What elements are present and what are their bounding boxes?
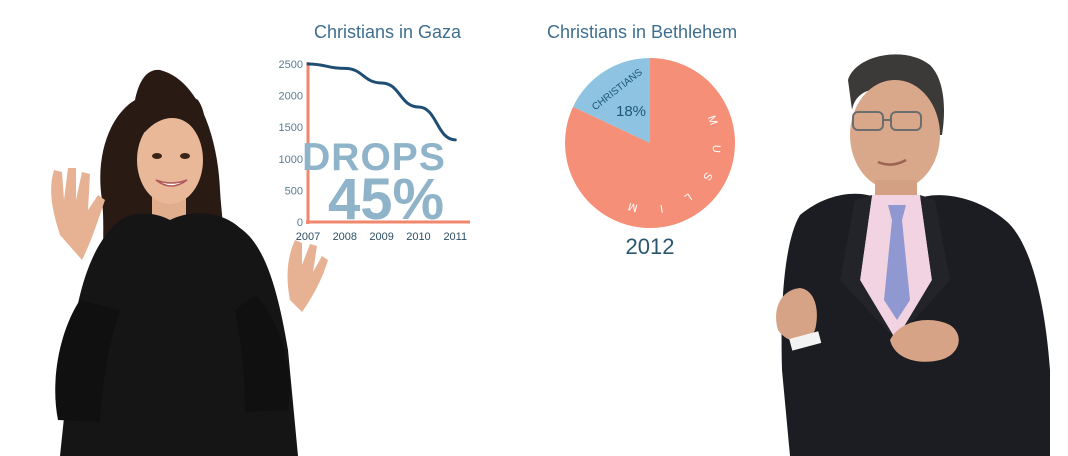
x-tick-label-2007: 2007 (296, 231, 320, 243)
man-presenter-figure (776, 54, 1050, 456)
christians-value-label: 18% (616, 103, 646, 120)
muslim-label-letter: L (682, 190, 694, 203)
pie-slice-christians (573, 58, 650, 143)
bethlehem-chart-title: Christians in Bethlehem (547, 22, 738, 42)
series-line (306, 62, 457, 142)
pie-caption-year: 2012 (625, 234, 675, 259)
y-tick-label-2500: 2500 (279, 59, 303, 71)
y-tick-label-2000: 2000 (279, 91, 303, 103)
y-tick-label-0: 0 (297, 217, 303, 229)
x-tick-label-2009: 2009 (369, 231, 393, 243)
y-tick-label-1500: 1500 (279, 122, 303, 134)
gaza-line-chart: 0 500 1000 1500 2000 2500 2007 2008 2009 2010 2011… (279, 59, 470, 243)
muslim-label-letter: I (659, 202, 664, 214)
muslim-label-letter: U (710, 144, 723, 153)
muslim-label-letter: M (627, 200, 639, 214)
x-tick-label-2011: 2011 (443, 231, 467, 243)
drops-annotation: DROPS (302, 136, 446, 179)
y-tick-label-1000: 1000 (279, 154, 303, 166)
y-tick-label-500: 500 (285, 185, 303, 197)
gaza-chart-title: Christians in Gaza (314, 22, 462, 42)
muslim-label-letter: M (705, 114, 719, 127)
woman-presenter-figure (51, 69, 328, 456)
x-tick-label-2010: 2010 (406, 231, 430, 243)
x-tick-label-2008: 2008 (333, 231, 357, 243)
drops-percentage-annotation: 45% (328, 167, 444, 232)
